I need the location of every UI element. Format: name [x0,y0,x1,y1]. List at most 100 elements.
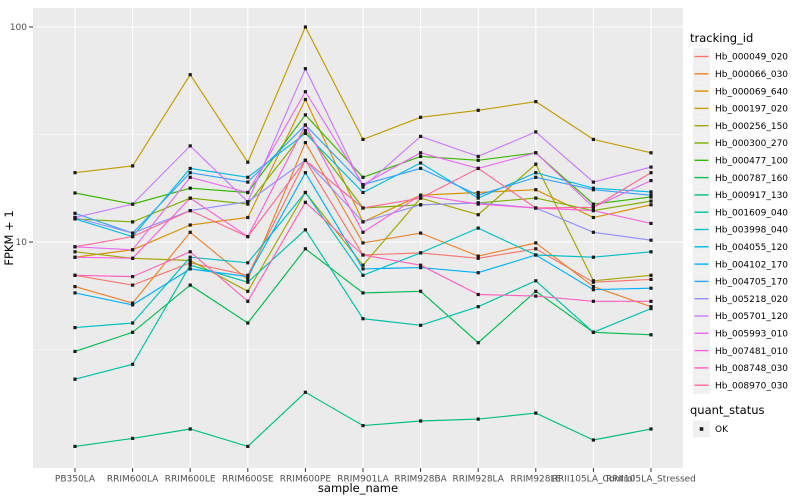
data-point [131,231,135,235]
data-point [131,303,135,307]
x-tick-label: RRII105LA_Control [552,475,635,485]
legend-label: Hb_008748_030 [715,364,788,374]
data-point [534,171,538,175]
data-point [131,235,135,239]
x-tick-label: RRIM600LE [165,475,216,485]
y-tick-label: 10 [16,238,28,248]
data-point [649,299,653,303]
data-point [419,323,423,327]
data-point [591,330,595,334]
data-point [73,326,77,330]
data-point [73,211,77,215]
data-point [591,299,595,303]
data-point [246,200,250,204]
data-point [591,288,595,292]
data-point [649,199,653,203]
legend-label: Hb_000049_020 [715,53,788,63]
data-point [649,165,653,169]
data-point [188,255,192,259]
data-point [534,247,538,251]
data-point [246,289,250,293]
data-point [303,200,307,204]
data-point [303,25,307,29]
data-point [361,137,365,141]
quant-status-legend-title: quant_status [690,403,765,417]
data-point [649,250,653,254]
data-point [476,154,480,158]
data-point [188,267,192,271]
data-point [361,206,365,210]
data-point [476,417,480,421]
x-tick-label: RRIM901LA [337,475,389,485]
data-point [649,238,653,242]
data-point [476,256,480,260]
data-point [419,151,423,155]
data-point [73,171,77,175]
data-point [591,279,595,283]
data-point [476,193,480,197]
data-point [131,256,135,260]
data-point [419,193,423,197]
data-point [534,241,538,245]
legend-label: Hb_000300_270 [715,139,788,149]
data-point [246,175,250,179]
y-tick-label: 100 [10,23,27,33]
data-point [246,280,250,284]
data-point [246,321,250,325]
data-point [419,134,423,138]
data-point [419,289,423,293]
data-point [73,215,77,220]
x-tick-label: RRIM600PE [280,475,332,485]
data-point [591,230,595,234]
legend-label: Hb_000477_100 [715,157,788,167]
data-point [534,151,538,155]
data-point [131,220,135,224]
x-axis-title: sample_name [318,481,398,495]
data-point [476,190,480,195]
legend-label: Hb_000787_160 [715,174,788,184]
data-point [476,213,480,217]
data-point [476,166,480,170]
data-point [476,271,480,275]
data-point [303,247,307,251]
data-point [419,203,423,207]
data-point [73,285,77,289]
data-point [591,255,595,259]
data-point [476,202,480,206]
data-point [303,113,307,117]
data-point [131,436,135,440]
data-point [361,175,365,179]
data-point [534,279,538,283]
data-point [73,349,77,353]
legend-label: Hb_004705_170 [715,278,788,288]
data-point [73,444,77,448]
data-point [419,251,423,255]
tracking-id-legend: Hb_000049_020 Hb_000066_030 Hb_000069_640 H… [693,48,788,394]
data-point [303,190,307,195]
legend-label: Hb_000917_130 [715,191,788,201]
data-point [303,390,307,394]
data-point [361,273,365,277]
data-point [303,97,307,102]
data-point [649,307,653,311]
axes: 10 100 PB350LA RRIM600LA RRIM600LE RRIM600SE R… [10,23,696,484]
data-point [131,330,135,334]
data-point [476,108,480,112]
data-point [131,362,135,366]
data-point [649,203,653,207]
data-point [534,253,538,257]
data-point [188,171,192,175]
x-tick-label: RRIM600SE [222,475,274,485]
data-point [649,190,653,194]
data-point [246,215,250,220]
legend-label: Hb_007481_010 [715,347,788,357]
data-point [649,179,653,183]
data-point [303,123,307,127]
quant-legend-label: OK [715,425,729,435]
data-point [188,144,192,148]
data-point [534,196,538,200]
data-point [246,261,250,265]
data-point [188,196,192,200]
data-point [649,273,653,277]
data-point [419,161,423,165]
